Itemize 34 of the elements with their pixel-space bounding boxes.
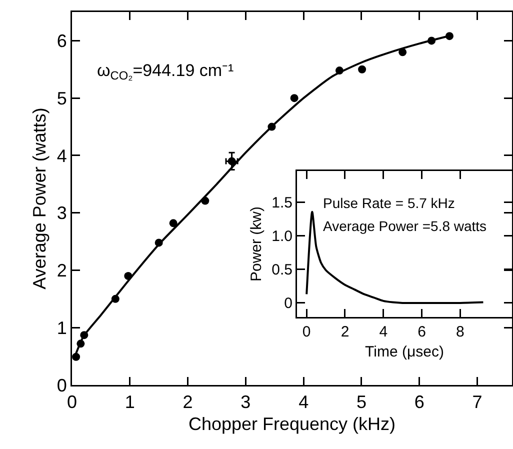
x-tick-label: 4 [379, 324, 388, 340]
x-tick-label: 8 [456, 324, 464, 340]
y-tick-label: 1.5 [272, 194, 292, 212]
annotation: Average Power =5.8 watts [323, 218, 487, 234]
line-series [306, 210, 484, 304]
y-tick-label: 3 [56, 203, 67, 224]
x-tick-label: 4 [298, 392, 309, 412]
annotation: ω$_{CO₂}$=944.19 cm⁻¹ [97, 61, 234, 83]
y-tick-label: 6 [56, 30, 67, 51]
y-tick-label: 0 [56, 375, 67, 396]
y-tick-label: 0 [284, 295, 292, 312]
x-tick-label: 3 [240, 392, 251, 412]
point [358, 65, 366, 74]
x-tick-label: 0 [302, 324, 311, 340]
x-tick-label: 2 [182, 392, 193, 412]
y-tick-label: 5 [56, 88, 67, 108]
x-axis-title: Chopper Frequency (kHz) [188, 414, 396, 434]
y-tick-label: 2 [56, 260, 67, 281]
point [169, 219, 178, 228]
y-tick-label: 1.0 [272, 228, 292, 246]
x-axis-title: Time (μsec) [365, 343, 444, 360]
y-axis-title: Average Power (watts) [29, 108, 50, 290]
x-tick-label: 6 [414, 392, 424, 412]
y-tick-label: 4 [56, 146, 67, 166]
y-axis-title: Power (kw) [248, 206, 266, 282]
x-tick-label: 7 [472, 392, 482, 412]
annotation: Pulse Rate = 5.7 kHz [323, 195, 455, 211]
point [290, 94, 298, 102]
x-tick-label: 6 [418, 324, 426, 340]
x-tick-label: 1 [124, 392, 135, 412]
x-tick-label: 5 [356, 392, 366, 412]
y-tick-label: 0.5 [272, 262, 292, 279]
x-tick-label: 2 [340, 324, 350, 340]
point [228, 157, 236, 166]
